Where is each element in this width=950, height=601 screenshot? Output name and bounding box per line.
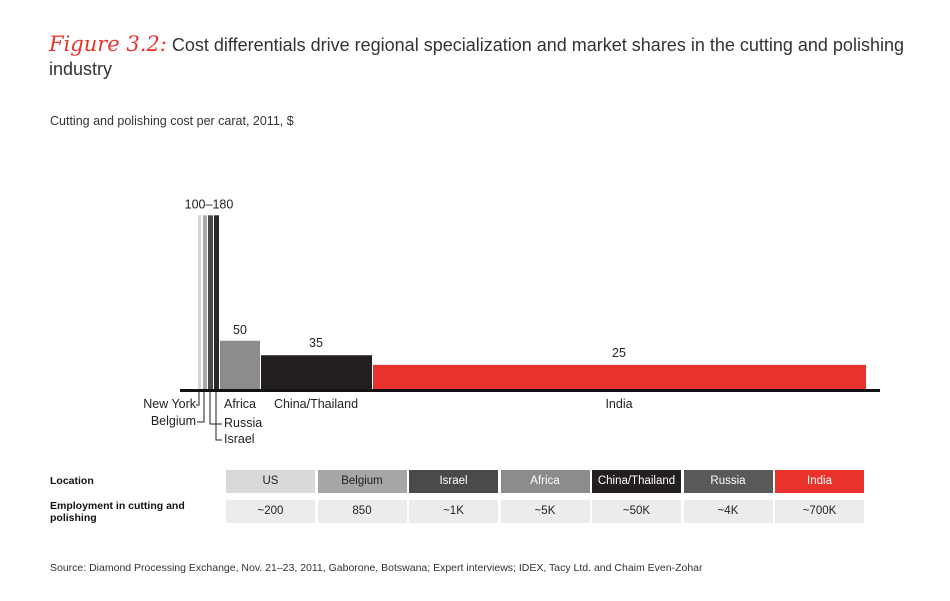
data-label-china-thailand: 35 — [309, 336, 323, 350]
data-label-india: 25 — [612, 346, 626, 360]
leader-belgium — [197, 392, 205, 423]
location-cell: Israel — [409, 470, 498, 493]
employment-cell: ~700K — [775, 500, 864, 523]
bar-africa — [220, 340, 260, 389]
employment-cell: ~5K — [500, 500, 590, 523]
cost-bar-chart: 100–180 50 35 25 New York Belgium Africa Russia… — [143, 197, 880, 446]
category-label-israel: Israel — [224, 432, 255, 446]
data-label-africa: 50 — [233, 323, 247, 337]
category-label-africa: Africa — [224, 397, 256, 411]
row-label-location: Location — [50, 475, 94, 487]
leader-israel — [215, 392, 222, 441]
category-label-russia: Russia — [224, 416, 262, 430]
bar-israel — [214, 215, 219, 389]
category-label-india: India — [605, 397, 632, 411]
chart-subtitle: Cutting and polishing cost per carat, 20… — [50, 114, 294, 128]
location-cell: Belgium — [317, 470, 407, 493]
bar-china-thailand — [261, 355, 372, 389]
bar-india — [373, 364, 866, 389]
category-label-new-york: New York — [143, 397, 197, 411]
location-cell: Russia — [683, 470, 773, 493]
leader-new-york — [196, 392, 200, 406]
employment-cell: ~1K — [409, 500, 498, 523]
bar-new-york — [198, 215, 201, 389]
source-note: Source: Diamond Processing Exchange, Nov… — [50, 562, 703, 574]
location-cell: India — [775, 470, 864, 493]
location-cell: US — [226, 470, 315, 493]
employment-cell: ~50K — [592, 500, 681, 523]
bar-belgium — [203, 215, 207, 389]
employment-cell: ~200 — [226, 500, 315, 523]
bar-russia — [208, 215, 213, 389]
leader-russia — [209, 392, 222, 425]
data-label-high-cost: 100–180 — [185, 197, 234, 211]
row-label-employment: Employment in cutting and polishing — [50, 500, 185, 524]
category-label-belgium: Belgium — [151, 414, 196, 428]
employment-cell: ~4K — [683, 500, 773, 523]
figure-title-text: Cost differentials drive regional specia… — [49, 35, 904, 79]
figure-title: Figure 3.2: Cost differentials drive reg… — [49, 32, 909, 81]
location-cell: Africa — [500, 470, 590, 493]
location-cell: China/Thailand — [592, 470, 681, 493]
figure-label: Figure 3.2: — [49, 32, 167, 56]
category-label-china-thailand: China/Thailand — [274, 397, 358, 411]
employment-cell: 850 — [317, 500, 407, 523]
